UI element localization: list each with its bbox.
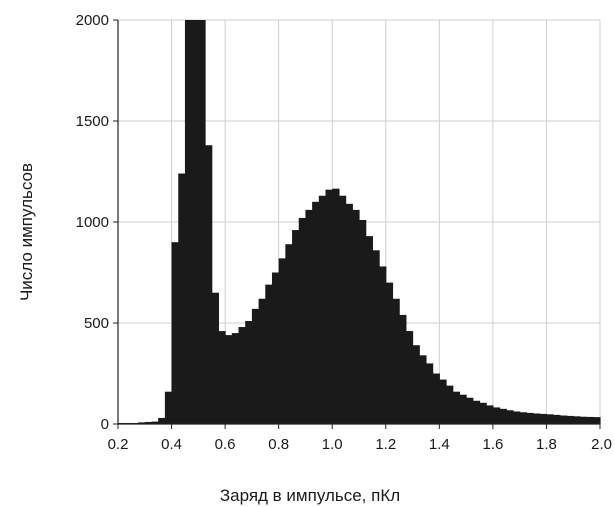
- histogram-bar: [251, 308, 260, 424]
- histogram-bar: [271, 272, 280, 424]
- histogram-bar: [305, 209, 313, 424]
- x-tick-label: 0.8: [268, 436, 289, 453]
- tick-labels: 0.2 0.4 0.6 0.8 1.0 1.2 1.4 1.6 1.8 2.0 0 500 1000 15…: [76, 12, 612, 453]
- histogram-bar: [338, 195, 347, 424]
- histogram-bar: [151, 421, 159, 424]
- x-tick-label: 1.0: [322, 436, 343, 453]
- x-tick-label: 1.6: [482, 436, 503, 453]
- y-tick-label: 1000: [76, 214, 109, 231]
- histogram-bar: [171, 242, 179, 424]
- y-axis-title: Число импульсов: [17, 163, 36, 301]
- x-tick-label: 0.2: [108, 436, 129, 453]
- histogram-bar: [486, 405, 494, 424]
- histogram-bar: [352, 209, 360, 424]
- histogram-bar: [292, 230, 300, 424]
- histogram-bar: [573, 416, 581, 424]
- histogram-bar: [225, 335, 233, 424]
- histogram-bar: [533, 413, 541, 424]
- histogram-bar: [158, 417, 166, 424]
- histogram-bar: [466, 397, 474, 424]
- histogram-bar: [512, 411, 521, 424]
- histogram-bar: [392, 298, 400, 424]
- histogram-bar: [479, 402, 487, 424]
- histogram-bar: [258, 298, 266, 424]
- histogram-bar: [379, 266, 387, 424]
- histogram-bars: [118, 20, 601, 425]
- histogram-bar: [419, 355, 427, 424]
- x-tick-label: 2.0: [591, 436, 612, 453]
- y-tick-label: 1500: [76, 113, 109, 130]
- histogram-bar: [178, 173, 186, 424]
- histogram-bar: [278, 258, 286, 424]
- histogram-bar: [191, 20, 199, 424]
- x-tick-label: 1.4: [429, 436, 450, 453]
- y-tick-label: 0: [101, 416, 109, 433]
- histogram-bar: [332, 188, 340, 424]
- y-tick-label: 2000: [76, 12, 109, 29]
- axes: [113, 19, 601, 429]
- histogram-bar: [184, 20, 193, 424]
- histogram-bar: [144, 421, 153, 424]
- histogram-bar: [586, 416, 594, 424]
- histogram-bar: [506, 410, 514, 424]
- histogram-bar: [439, 379, 447, 424]
- histogram-bar: [499, 408, 507, 424]
- histogram-bar: [405, 331, 414, 424]
- histogram-bar: [553, 414, 561, 424]
- histogram-bar: [325, 189, 333, 424]
- histogram-bar: [579, 416, 588, 424]
- histogram-bar: [345, 203, 353, 424]
- histogram-bar: [198, 20, 206, 424]
- histogram-bar: [312, 201, 320, 424]
- x-tick-label: 0.4: [161, 436, 182, 453]
- histogram-bar: [265, 284, 273, 424]
- histogram-bar: [365, 236, 373, 424]
- histogram-bar: [472, 400, 481, 424]
- histogram-bar: [211, 292, 220, 424]
- histogram-bar: [559, 415, 568, 424]
- x-tick-label: 1.8: [536, 436, 557, 453]
- histogram-bar: [298, 217, 307, 424]
- histogram-bar: [412, 345, 420, 424]
- histogram-bar: [318, 195, 327, 424]
- histogram-bar: [566, 415, 574, 424]
- histogram-bar: [231, 333, 240, 424]
- histogram-bar: [593, 417, 601, 424]
- histogram-bar: [218, 331, 226, 424]
- histogram-bar: [238, 327, 246, 424]
- histogram-bar: [452, 391, 461, 424]
- histogram-bar: [285, 244, 293, 424]
- histogram-bar: [425, 363, 434, 424]
- histogram-bar: [164, 391, 173, 424]
- x-tick-label: 1.2: [375, 436, 396, 453]
- histogram-bar: [459, 394, 467, 424]
- histogram-bar: [446, 385, 454, 424]
- x-axis-title: Заряд в импульсе, пКл: [220, 486, 400, 505]
- x-tick-label: 0.6: [215, 436, 236, 453]
- y-tick-label: 500: [84, 315, 109, 332]
- histogram-bar: [205, 145, 213, 425]
- histogram-bar: [432, 373, 440, 424]
- histogram-bar: [526, 412, 534, 424]
- histogram-bar: [372, 250, 380, 424]
- histogram-bar: [245, 320, 253, 424]
- histogram-bar: [519, 412, 527, 424]
- histogram-bar: [399, 314, 407, 424]
- histogram-bar: [546, 414, 554, 424]
- histogram-bar: [359, 219, 367, 424]
- histogram-bar: [492, 407, 501, 424]
- histogram-bar: [539, 413, 548, 424]
- histogram-bar: [385, 282, 394, 424]
- histogram-bar: [138, 422, 146, 424]
